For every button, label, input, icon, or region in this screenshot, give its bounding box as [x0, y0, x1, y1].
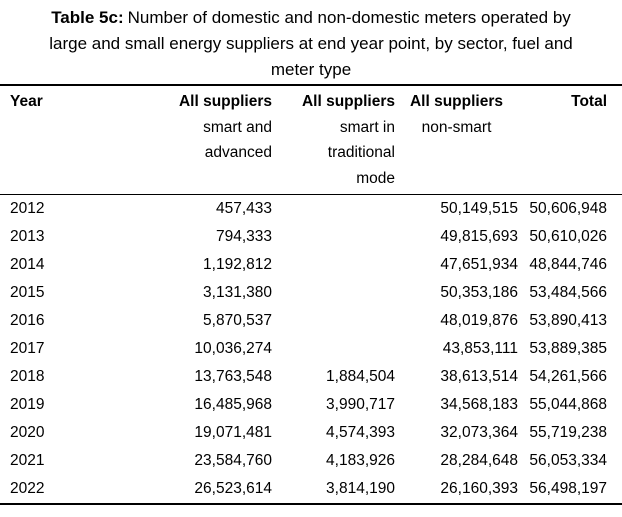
year-cell: 2018 [10, 368, 45, 385]
header-non-smart: All suppliers non-smart [395, 85, 518, 195]
non-smart-cell: 38,613,514 [440, 368, 518, 385]
year-cell: 2022 [10, 480, 45, 497]
year-cell: 2016 [10, 312, 45, 329]
table-row: 2012 457,433 50,149,515 50,606,948 [0, 195, 622, 224]
total-cell: 53,890,413 [529, 312, 607, 329]
header-total: Total [518, 85, 622, 195]
non-smart-cell: 49,815,693 [440, 228, 518, 245]
total-cell: 55,044,868 [529, 396, 607, 413]
table-row: 2020 19,071,481 4,574,393 32,073,364 55,… [0, 419, 622, 447]
smart-traditional-cell [272, 307, 395, 335]
header-smart-traditional-sub-3: mode [356, 169, 395, 187]
table-body: 2012 457,433 50,149,515 50,606,948 2013 … [0, 195, 622, 505]
smart-traditional-cell [272, 223, 395, 251]
smart-advanced-cell: 26,523,614 [194, 480, 272, 497]
smart-advanced-cell: 1,192,812 [203, 256, 272, 273]
title-line-2: large and small energy suppliers at end … [49, 34, 573, 53]
non-smart-cell: 32,073,364 [440, 424, 518, 441]
title-line-1: Table 5c: Number of domestic and non-dome… [0, 5, 622, 31]
header-smart-advanced: All suppliers smart and advanced [70, 85, 272, 195]
table-header: Year All suppliers smart and advanced Al… [0, 85, 622, 195]
year-cell: 2017 [10, 340, 45, 357]
smart-traditional-cell [272, 279, 395, 307]
table-row: 2013 794,333 49,815,693 50,610,026 [0, 223, 622, 251]
table-row: 2022 26,523,614 3,814,190 26,160,393 56,… [0, 475, 622, 504]
header-total-label: Total [571, 93, 607, 110]
non-smart-cell: 34,568,183 [440, 396, 518, 413]
table-number-label: Table 5c: [51, 8, 124, 27]
smart-traditional-cell [272, 335, 395, 363]
table-row: 2021 23,584,760 4,183,926 28,284,648 56,… [0, 447, 622, 475]
total-cell: 54,261,566 [529, 368, 607, 385]
table-row: 2017 10,036,274 43,853,111 53,889,385 [0, 335, 622, 363]
year-cell: 2019 [10, 396, 45, 413]
total-cell: 56,498,197 [529, 480, 607, 497]
header-smart-advanced-title: All suppliers [178, 93, 272, 110]
header-smart-traditional: All suppliers smart in traditional mode [272, 85, 395, 195]
header-smart-advanced-sub-1: smart and [203, 118, 272, 136]
total-cell: 48,844,746 [529, 256, 607, 273]
year-cell: 2012 [10, 200, 45, 217]
smart-traditional-cell: 4,183,926 [326, 452, 395, 469]
smart-traditional-cell: 3,814,190 [326, 480, 395, 497]
table-row: 2016 5,870,537 48,019,876 53,890,413 [0, 307, 622, 335]
non-smart-cell: 28,284,648 [440, 452, 518, 469]
smart-advanced-cell: 3,131,380 [203, 284, 272, 301]
header-row: Year All suppliers smart and advanced Al… [0, 85, 622, 195]
total-cell: 53,484,566 [529, 284, 607, 301]
smart-advanced-cell: 13,763,548 [194, 368, 272, 385]
header-smart-traditional-title: All suppliers [301, 93, 395, 110]
total-cell: 56,053,334 [529, 452, 607, 469]
title-line-1-text: Number of domestic and non-domestic mete… [127, 8, 571, 27]
smart-advanced-cell: 10,036,274 [194, 340, 272, 357]
header-smart-traditional-sub-1: smart in [339, 118, 395, 136]
header-year-label: Year [10, 93, 43, 110]
table-row: 2015 3,131,380 50,353,186 53,484,566 [0, 279, 622, 307]
table-row: 2019 16,485,968 3,990,717 34,568,183 55,… [0, 391, 622, 419]
header-year: Year [0, 85, 70, 195]
total-cell: 50,606,948 [529, 200, 607, 217]
smart-traditional-cell: 1,884,504 [326, 368, 395, 385]
non-smart-cell: 50,149,515 [440, 200, 518, 217]
title-line-3: meter type [270, 60, 352, 79]
non-smart-cell: 50,353,186 [440, 284, 518, 301]
year-cell: 2013 [10, 228, 45, 245]
non-smart-cell: 26,160,393 [440, 480, 518, 497]
non-smart-cell: 47,651,934 [440, 256, 518, 273]
year-cell: 2021 [10, 452, 45, 469]
table-title: Table 5c: Number of domestic and non-dome… [0, 0, 622, 83]
total-cell: 53,889,385 [529, 340, 607, 357]
year-cell: 2020 [10, 424, 45, 441]
smart-advanced-cell: 19,071,481 [194, 424, 272, 441]
smart-advanced-cell: 16,485,968 [194, 396, 272, 413]
smart-traditional-cell [272, 195, 395, 224]
non-smart-cell: 48,019,876 [440, 312, 518, 329]
smart-advanced-cell: 23,584,760 [194, 452, 272, 469]
smart-traditional-cell [272, 251, 395, 279]
header-smart-traditional-sub-2: traditional [327, 144, 395, 161]
total-cell: 55,719,238 [529, 424, 607, 441]
header-non-smart-title: All suppliers [409, 93, 504, 110]
header-non-smart-sub-1: non-smart [421, 118, 492, 136]
smart-traditional-cell: 3,990,717 [326, 396, 395, 413]
header-smart-advanced-sub-2: advanced [204, 144, 272, 161]
meters-table: Year All suppliers smart and advanced Al… [0, 84, 622, 505]
smart-advanced-cell: 457,433 [215, 200, 272, 217]
smart-advanced-cell: 5,870,537 [203, 312, 272, 329]
table-row: 2018 13,763,548 1,884,504 38,613,514 54,… [0, 363, 622, 391]
year-cell: 2015 [10, 284, 45, 301]
total-cell: 50,610,026 [529, 228, 607, 245]
year-cell: 2014 [10, 256, 45, 273]
smart-traditional-cell: 4,574,393 [326, 424, 395, 441]
table-row: 2014 1,192,812 47,651,934 48,844,746 [0, 251, 622, 279]
smart-advanced-cell: 794,333 [215, 228, 272, 245]
non-smart-cell: 43,853,111 [442, 340, 518, 357]
